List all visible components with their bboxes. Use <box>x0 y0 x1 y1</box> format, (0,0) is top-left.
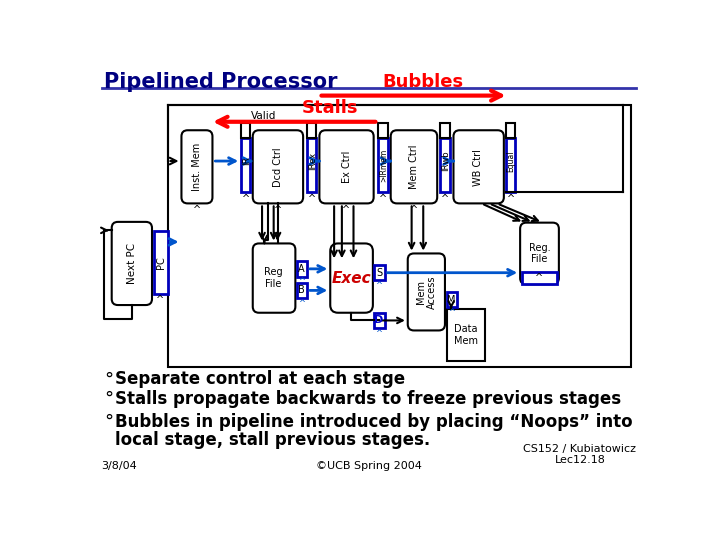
FancyBboxPatch shape <box>408 253 445 330</box>
Text: °: ° <box>104 370 113 388</box>
FancyBboxPatch shape <box>181 130 212 204</box>
Text: A: A <box>298 264 305 274</box>
Text: ^: ^ <box>507 194 515 204</box>
FancyBboxPatch shape <box>253 130 303 204</box>
Bar <box>374 265 384 280</box>
FancyBboxPatch shape <box>320 130 374 204</box>
Text: local stage, stall previous stages.: local stage, stall previous stages. <box>114 430 430 449</box>
Text: ^: ^ <box>274 205 282 215</box>
Text: Stalls: Stalls <box>302 99 359 117</box>
Text: ^: ^ <box>193 205 201 215</box>
Bar <box>378 138 387 192</box>
Text: ^: ^ <box>376 329 382 338</box>
Text: Mem
Access: Mem Access <box>415 275 437 309</box>
Bar <box>378 123 387 138</box>
Text: ^: ^ <box>448 308 454 317</box>
Text: WB Ctrl: WB Ctrl <box>473 149 483 186</box>
Text: PC: PC <box>156 256 166 269</box>
FancyBboxPatch shape <box>454 130 504 204</box>
Text: ^: ^ <box>307 194 315 204</box>
Text: IR: IR <box>242 157 251 165</box>
Text: Bubbles in pipeline introduced by placing “Noops” into: Bubbles in pipeline introduced by placin… <box>114 413 632 431</box>
Bar <box>153 231 168 294</box>
Bar <box>374 313 384 328</box>
Text: ^: ^ <box>242 194 250 204</box>
Text: Dcd Ctrl: Dcd Ctrl <box>273 147 282 187</box>
Text: S: S <box>376 268 382 278</box>
Bar <box>307 123 316 138</box>
Bar <box>506 123 516 138</box>
Bar <box>506 138 516 192</box>
Text: Valid: Valid <box>251 111 276 121</box>
Bar <box>441 138 449 192</box>
Text: Bubbles: Bubbles <box>383 73 464 91</box>
Text: IRwb: IRwb <box>441 151 450 171</box>
Text: °: ° <box>104 413 113 431</box>
Text: Reg
File: Reg File <box>264 267 283 289</box>
Text: B: B <box>298 286 305 295</box>
Text: 3/8/04: 3/8/04 <box>102 461 138 471</box>
FancyBboxPatch shape <box>520 222 559 284</box>
Bar <box>168 105 631 367</box>
Bar <box>446 292 456 307</box>
Text: Data
Mem: Data Mem <box>454 324 478 346</box>
Text: Mem Ctrl: Mem Ctrl <box>409 145 419 190</box>
Bar <box>523 272 557 284</box>
Bar <box>441 123 449 138</box>
Text: Equal: Equal <box>506 150 516 172</box>
Text: >IRmem: >IRmem <box>379 148 388 181</box>
Text: IRex: IRex <box>308 152 317 170</box>
Text: ©UCB Spring 2004: ©UCB Spring 2004 <box>316 461 422 471</box>
FancyBboxPatch shape <box>253 244 295 313</box>
Text: Stalls propagate backwards to freeze previous stages: Stalls propagate backwards to freeze pre… <box>114 390 621 408</box>
Text: ^: ^ <box>536 273 544 283</box>
Text: Next PC: Next PC <box>127 243 137 284</box>
Text: Ex Ctrl: Ex Ctrl <box>341 151 351 184</box>
Text: Exec: Exec <box>331 271 371 286</box>
Text: °: ° <box>104 390 113 408</box>
Text: Separate control at each stage: Separate control at each stage <box>114 370 405 388</box>
Text: ^: ^ <box>343 205 351 215</box>
Text: ^: ^ <box>298 299 305 308</box>
Text: M: M <box>447 295 456 305</box>
Text: ^: ^ <box>441 194 449 204</box>
Text: ^: ^ <box>298 278 305 286</box>
Bar <box>446 309 485 361</box>
Text: ^: ^ <box>410 205 418 215</box>
Bar <box>297 283 307 298</box>
Text: ^: ^ <box>379 194 387 204</box>
Bar <box>241 123 251 138</box>
Text: ^: ^ <box>376 281 382 290</box>
Bar <box>297 261 307 276</box>
FancyBboxPatch shape <box>112 222 152 305</box>
FancyBboxPatch shape <box>330 244 373 313</box>
Text: Inst. Mem: Inst. Mem <box>192 143 202 191</box>
FancyBboxPatch shape <box>391 130 437 204</box>
Bar <box>241 138 251 192</box>
Text: ^: ^ <box>156 295 165 305</box>
Text: Reg.
File: Reg. File <box>528 242 550 264</box>
Text: D: D <box>374 315 384 326</box>
Text: Pipelined Processor: Pipelined Processor <box>104 72 338 92</box>
Bar <box>307 138 316 192</box>
Text: CS152 / Kubiatowicz
Lec12.18: CS152 / Kubiatowicz Lec12.18 <box>523 443 636 465</box>
